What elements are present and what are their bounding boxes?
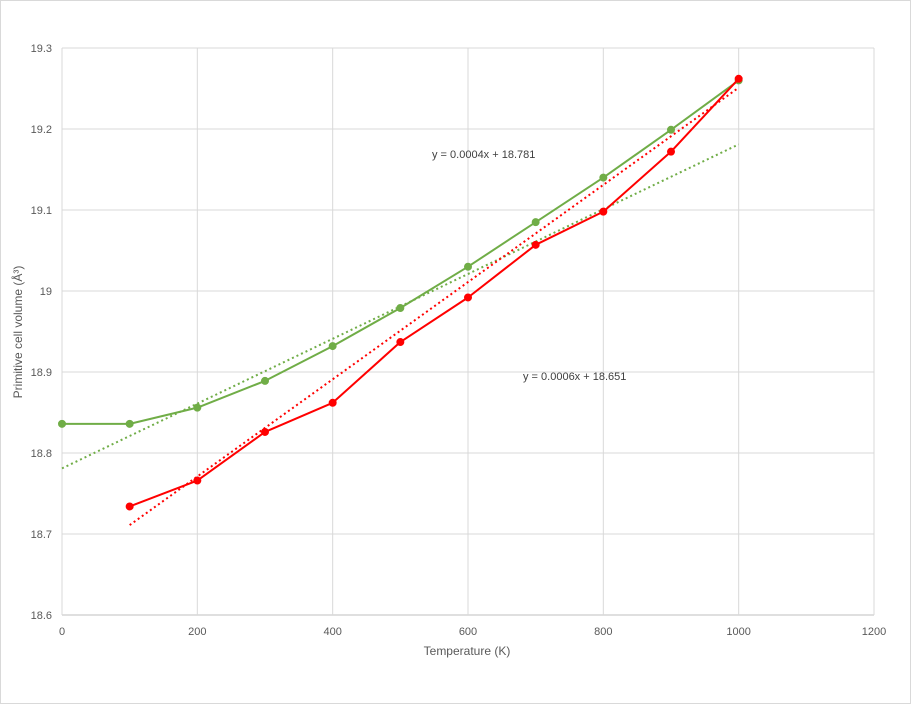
x-tick-label: 800 — [594, 626, 612, 638]
trendline-equation-red: y = 0.0006x + 18.651 — [523, 371, 626, 383]
y-axis-title: Primitive cell volume (Å³) — [10, 266, 25, 399]
data-point — [328, 342, 337, 351]
data-point — [531, 240, 540, 249]
data-point — [193, 476, 202, 485]
y-tick-label: 19.1 — [31, 205, 52, 217]
data-point — [125, 502, 134, 511]
y-tick-label: 19 — [40, 286, 52, 298]
data-point — [193, 403, 202, 412]
x-tick-label: 1200 — [862, 626, 886, 638]
data-point — [396, 304, 405, 313]
data-point — [667, 147, 675, 156]
data-point — [667, 125, 675, 134]
tick-labels: 18.6 18.7 18.8 18.9 19 19.1 19.2 19.3 0 200 400 600… — [31, 43, 887, 638]
data-point — [261, 427, 269, 436]
trendline-equation-green: y = 0.0004x + 18.781 — [432, 149, 535, 161]
y-tick-label: 18.7 — [31, 529, 52, 541]
series-group — [58, 74, 743, 511]
y-tick-label: 19.3 — [31, 43, 52, 55]
data-point — [396, 338, 405, 347]
x-tick-label: 0 — [59, 626, 65, 638]
y-tick-label: 19.2 — [31, 124, 52, 136]
y-tick-label: 18.8 — [31, 448, 52, 460]
x-axis-title: Temperature (K) — [424, 644, 511, 658]
x-tick-label: 600 — [459, 626, 477, 638]
data-point — [531, 218, 540, 227]
y-tick-label: 18.9 — [31, 367, 52, 379]
series-line-1 — [129, 78, 740, 508]
x-tick-label: 400 — [323, 626, 341, 638]
x-tick-label: 1000 — [726, 626, 750, 638]
gridlines — [61, 47, 875, 616]
data-point — [58, 419, 66, 428]
data-point — [599, 207, 608, 216]
data-point — [125, 419, 134, 428]
data-point — [328, 398, 337, 407]
data-point — [599, 173, 608, 182]
y-tick-label: 18.6 — [31, 610, 52, 622]
data-point — [464, 262, 472, 271]
data-point — [261, 376, 269, 385]
x-tick-label: 200 — [188, 626, 206, 638]
data-point — [464, 293, 472, 302]
data-point — [734, 74, 743, 83]
